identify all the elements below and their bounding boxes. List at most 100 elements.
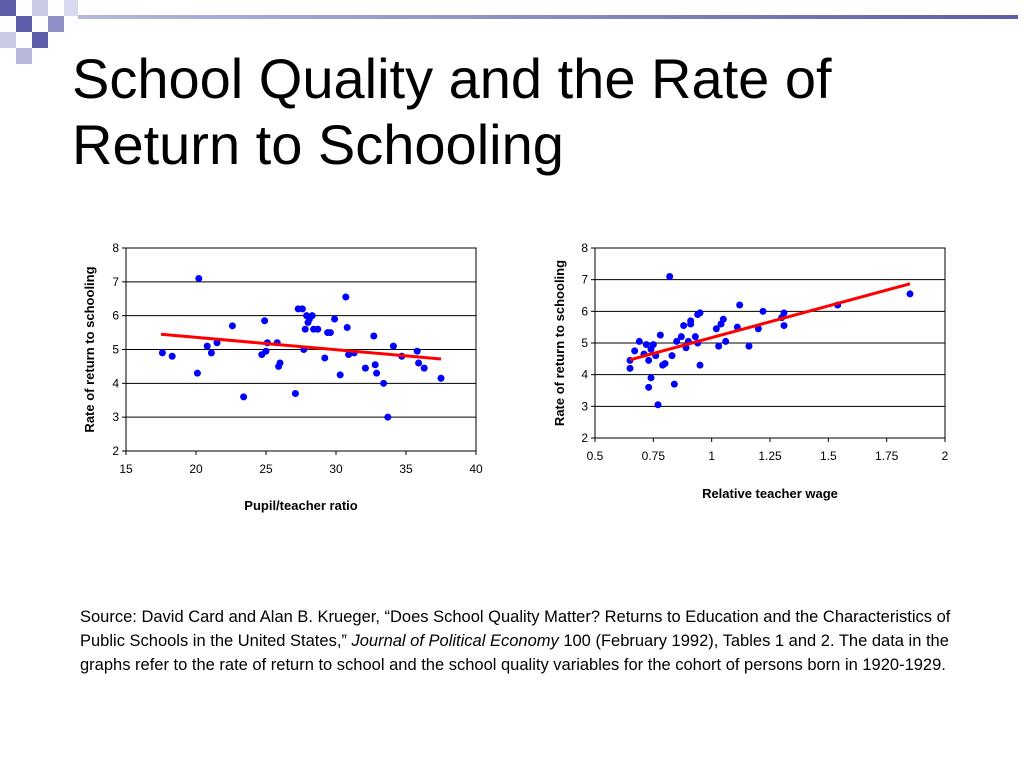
data-point bbox=[301, 325, 309, 333]
data-point bbox=[336, 371, 344, 379]
data-point bbox=[371, 361, 379, 369]
slide-title: School Quality and the Rate of Return to… bbox=[72, 47, 832, 176]
deco-square bbox=[32, 0, 48, 16]
data-point bbox=[736, 301, 744, 309]
deco-square bbox=[0, 32, 16, 48]
data-point bbox=[261, 317, 269, 325]
data-point bbox=[631, 347, 639, 355]
x-tick-label: 30 bbox=[329, 462, 343, 476]
x-tick-label: 1.75 bbox=[875, 449, 899, 463]
data-point bbox=[759, 307, 767, 315]
data-point bbox=[342, 293, 350, 301]
x-tick-label: 1.5 bbox=[820, 449, 837, 463]
data-point bbox=[203, 342, 211, 350]
data-point bbox=[213, 339, 221, 347]
x-axis-title: Relative teacher wage bbox=[702, 486, 838, 501]
y-tick-label: 4 bbox=[581, 368, 588, 382]
deco-square bbox=[32, 32, 48, 48]
y-tick-label: 5 bbox=[112, 343, 119, 357]
x-tick-label: 20 bbox=[189, 462, 203, 476]
pupil-teacher-ratio-chart: 2 3 4 5 6 7 8 15 20 25 30 35 40 Pupil/teacher ratio Ra… bbox=[82, 241, 483, 513]
y-tick-label: 8 bbox=[112, 241, 119, 255]
data-point bbox=[666, 273, 674, 280]
data-point bbox=[262, 347, 270, 355]
data-point bbox=[719, 315, 727, 323]
data-point bbox=[906, 290, 914, 298]
data-point bbox=[168, 352, 176, 360]
data-point bbox=[314, 325, 322, 333]
data-point bbox=[673, 337, 681, 345]
x-tick-label: 35 bbox=[399, 462, 413, 476]
deco-square bbox=[48, 16, 64, 32]
corner-decoration bbox=[0, 0, 78, 64]
data-point bbox=[661, 360, 669, 368]
data-point bbox=[420, 364, 428, 372]
data-point bbox=[645, 383, 653, 391]
x-tick-label: 1 bbox=[708, 449, 715, 463]
y-tick-label: 2 bbox=[581, 431, 588, 445]
y-tick-label: 6 bbox=[581, 304, 588, 318]
data-point bbox=[240, 393, 248, 401]
data-point bbox=[687, 317, 695, 325]
data-point bbox=[645, 356, 653, 364]
data-point bbox=[158, 349, 166, 357]
y-tick-label: 8 bbox=[581, 241, 588, 255]
data-point bbox=[195, 274, 203, 282]
data-point bbox=[780, 309, 788, 317]
x-tick-label: 0.75 bbox=[642, 449, 666, 463]
data-point bbox=[722, 337, 730, 345]
y-tick-label: 7 bbox=[112, 275, 119, 289]
data-point bbox=[691, 333, 699, 341]
y-axis-title: Rate of return to schooling bbox=[82, 266, 97, 432]
deco-square bbox=[16, 16, 32, 32]
data-point bbox=[656, 331, 664, 339]
data-point bbox=[754, 325, 762, 333]
x-tick-label: 2 bbox=[942, 449, 949, 463]
x-tick-label: 15 bbox=[119, 462, 133, 476]
data-point bbox=[331, 315, 339, 323]
data-point bbox=[680, 322, 688, 330]
trend-line bbox=[629, 282, 911, 362]
x-tick-label: 1.25 bbox=[758, 449, 782, 463]
y-tick-label: 5 bbox=[581, 336, 588, 350]
data-point bbox=[413, 347, 421, 355]
title-accent-bar bbox=[78, 15, 1018, 19]
plot-area-frame bbox=[125, 247, 477, 452]
trend-line bbox=[160, 332, 442, 361]
data-point bbox=[228, 322, 236, 330]
data-point bbox=[298, 305, 306, 313]
data-point bbox=[642, 341, 650, 349]
data-point bbox=[276, 359, 284, 367]
y-tick-label: 7 bbox=[581, 273, 588, 287]
deco-square bbox=[16, 48, 32, 64]
data-point bbox=[635, 337, 643, 345]
journal-name: Journal of Political Economy bbox=[351, 632, 559, 650]
data-point bbox=[207, 349, 215, 357]
relative-teacher-wage-chart: 2 3 4 5 6 7 8 0.5 0.75 1 1.25 1.5 1.75 2 Relative teac… bbox=[552, 241, 949, 501]
data-point bbox=[677, 333, 685, 341]
data-point bbox=[291, 389, 299, 397]
data-point bbox=[626, 364, 634, 372]
data-point bbox=[308, 312, 316, 320]
y-tick-label: 3 bbox=[581, 399, 588, 413]
deco-square bbox=[0, 0, 16, 16]
source-text-part2: 100 (February 1992), Tables 1 and 2. The… bbox=[80, 632, 949, 674]
data-point bbox=[745, 342, 753, 350]
data-point bbox=[647, 374, 655, 382]
data-point bbox=[696, 309, 704, 317]
data-point bbox=[321, 354, 329, 362]
data-point bbox=[389, 342, 397, 350]
data-point bbox=[361, 364, 369, 372]
data-point bbox=[670, 380, 678, 388]
y-tick-label: 3 bbox=[112, 410, 119, 424]
data-point bbox=[373, 369, 381, 377]
data-point bbox=[326, 329, 334, 337]
data-point bbox=[715, 342, 723, 350]
data-point bbox=[345, 351, 353, 359]
data-point bbox=[370, 332, 378, 340]
data-point bbox=[668, 352, 676, 360]
data-point bbox=[780, 322, 788, 330]
data-point bbox=[712, 325, 720, 333]
y-tick-label: 2 bbox=[112, 444, 119, 458]
y-tick-label: 6 bbox=[112, 309, 119, 323]
